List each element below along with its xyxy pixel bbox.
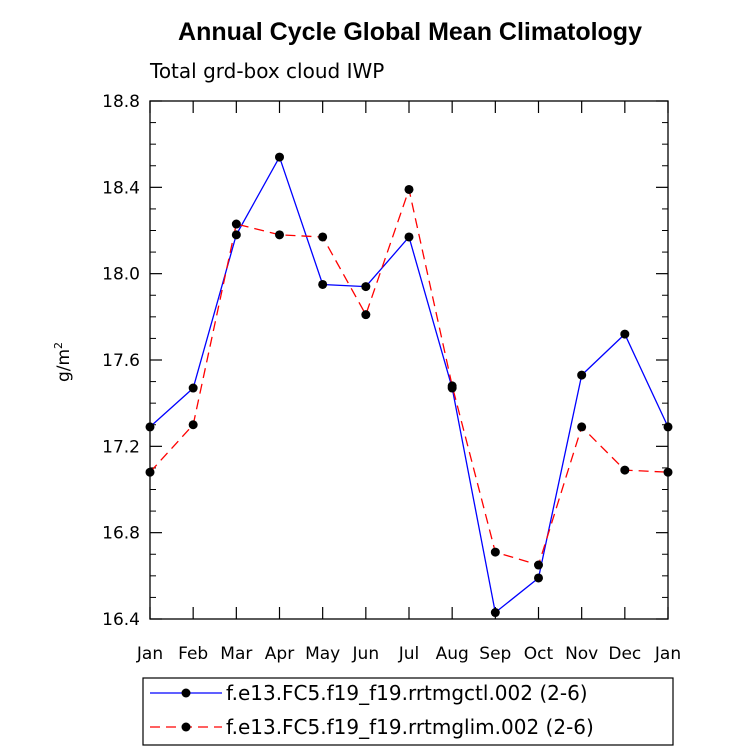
series-1-point	[447, 381, 457, 391]
series-1-point	[318, 232, 328, 242]
legend: f.e13.FC5.f19_f19.rrtmgctl.002 (2-6) f.e…	[142, 677, 674, 746]
series-0-point	[275, 152, 284, 162]
series-0-point	[620, 329, 630, 339]
series-layer	[145, 152, 673, 618]
x-tick-label: Apr	[265, 644, 294, 664]
legend-marker-lim	[181, 722, 191, 732]
series-0-point	[145, 422, 155, 432]
legend-box	[142, 677, 674, 746]
series-0-point	[188, 383, 198, 393]
series-line-0	[149, 155, 669, 614]
series-0-point	[577, 370, 587, 380]
y-axis-label-unit: g/m	[54, 349, 74, 382]
series-0-point	[231, 230, 241, 240]
x-tick-label: Dec	[608, 644, 641, 664]
series-1-point	[620, 465, 630, 475]
y-tick-label: 18.4	[102, 178, 140, 198]
y-axis-label: g/m2	[52, 342, 74, 382]
x-tick-label: Sep	[479, 644, 511, 664]
x-tick-label: Aug	[436, 644, 469, 664]
x-tick-label: May	[305, 644, 340, 664]
chart-title: Annual Cycle Global Mean Climatology	[178, 18, 642, 46]
plot-frame	[149, 100, 669, 620]
series-0-point	[361, 282, 371, 292]
series-0-point	[663, 422, 673, 432]
series-0-point	[404, 232, 414, 242]
y-tick-label: 16.8	[102, 524, 140, 544]
series-1-point	[577, 422, 587, 432]
y-tick-label: 18.0	[102, 265, 140, 285]
series-1-point	[231, 219, 241, 229]
plot-border	[149, 100, 669, 620]
series-1-point	[404, 184, 414, 194]
x-tick-label: Nov	[565, 644, 598, 664]
x-tick-label: Oct	[524, 644, 554, 664]
x-tick-label: Jan	[654, 644, 681, 664]
legend-label-ctl: f.e13.FC5.f19_f19.rrtmgctl.002 (2-6)	[226, 681, 588, 705]
series-0-point	[490, 608, 500, 618]
x-axis: Jan Feb Mar Apr May Jun Jul Aug Sep Oct Nov Dec Jan	[136, 101, 681, 664]
y-tick-label: 16.4	[102, 610, 140, 630]
y-tick-label: 17.6	[102, 351, 140, 371]
series-1-point	[188, 420, 198, 430]
series-1-point	[663, 467, 673, 477]
series-1-point	[490, 547, 500, 557]
series-1-point	[275, 230, 284, 240]
series-1-point	[145, 467, 155, 477]
series-0-point	[534, 573, 543, 583]
y-tick-label: 18.8	[102, 92, 140, 112]
y-axis-label-superscript: 2	[52, 342, 65, 349]
x-tick-label: Jul	[398, 644, 420, 664]
y-axis: 16.4 16.8 17.2 17.6 18.0 18.4 18.8	[102, 92, 668, 630]
y-tick-label: 17.2	[102, 437, 140, 457]
legend-marker-ctl	[181, 688, 191, 698]
series-line-1	[149, 187, 669, 566]
chart-subtitle: Total grd-box cloud IWP	[149, 59, 384, 83]
series-1-point	[534, 560, 543, 570]
series-0-point	[318, 279, 328, 289]
x-tick-label: Feb	[178, 644, 208, 664]
x-tick-label: Jan	[136, 644, 163, 664]
x-tick-label: Jun	[352, 644, 380, 664]
legend-label-lim: f.e13.FC5.f19_f19.rrtmglim.002 (2-6)	[226, 715, 594, 739]
series-1-point	[361, 310, 371, 320]
x-tick-label: Mar	[220, 644, 252, 664]
